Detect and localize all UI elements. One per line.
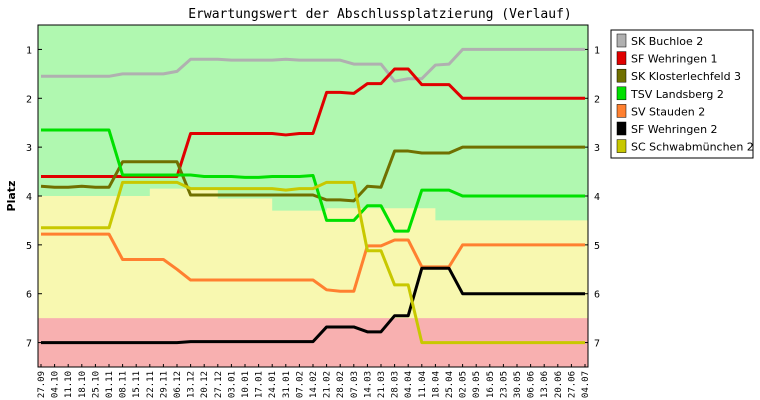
x-tick-label: 04.04 [404,371,414,398]
x-tick-label: 14.02 [309,371,319,398]
x-tick-label: 11.04 [418,371,428,398]
x-tick-label: 27.12 [214,371,224,398]
plot-area: 1 1 2 2 3 3 4 4 5 5 6 6 7 7 27.09 04.10 11.10 18.10 25.10 0… [26,24,600,398]
legend-swatch [616,51,627,65]
x-tick-label: 20.06 [554,371,564,398]
legend-label: SK Buchloe 2 [631,35,703,48]
legend-swatch [616,86,627,101]
x-tick-label: 21.03 [377,371,387,398]
y-tick-label-right: 1 [594,45,600,56]
x-tick-label: 30.05 [513,371,523,398]
legend-swatch [616,139,627,153]
legend-label: TSV Landsberg 2 [630,88,724,101]
x-tick-label: 25.04 [445,371,455,398]
x-tick-label: 02.05 [459,371,469,398]
x-tick-label: 27.09 [37,371,47,398]
x-tick-label: 23.05 [499,371,509,398]
x-tick-label: 20.12 [200,371,210,398]
x-tick-label: 24.01 [268,371,278,398]
legend-box [610,29,754,159]
series-line [41,266,585,345]
series-line [41,128,585,233]
y-tick-label: 3 [26,143,32,154]
legend-swatch [616,121,627,136]
x-tick-label: 10.01 [241,371,251,398]
series-line [40,145,585,203]
x-tick-label: 01.11 [105,371,115,398]
y-tick-label-right: 5 [594,241,600,252]
x-tick-label: 13.06 [540,371,550,398]
x-tick-label: 21.02 [323,371,333,398]
legend-label: SK Klosterlechfeld 3 [631,70,741,83]
chart-title: Erwartungswert der Abschlussplatzierung … [188,7,572,22]
legend-label: SV Stauden 2 [631,105,705,118]
x-tick-label: 13.12 [187,371,197,398]
y-tick-label-right: 4 [594,192,600,203]
x-tick-label: 25.10 [91,371,101,398]
legend-swatch [616,33,627,48]
x-tick-label: 28.03 [391,371,401,398]
legend-label: SF Wehringen 2 [631,123,718,136]
y-tick-label-right: 6 [594,290,600,301]
x-tick-label: 11.10 [64,371,74,398]
y-tick-label: 1 [26,45,32,56]
y-axis-label: Platz [5,181,18,212]
y-tick-label-right: 2 [594,94,600,105]
legend-swatch [616,68,627,83]
legend: SK Buchloe 2 SF Wehringen 1 SK Klosterlech… [610,29,754,159]
y-tick-label: 6 [26,290,32,301]
legend-swatch [616,104,627,118]
x-tick-label: 22.11 [146,371,156,398]
x-tick-label: 17.01 [255,371,265,398]
legend-label: SF Wehringen 1 [631,53,718,66]
x-tick-label: 08.11 [119,371,129,398]
x-tick-label: 09.05 [472,371,482,398]
legend-label: SC Schwabmünchen 2 [631,141,754,154]
x-tick-label: 28.02 [336,371,346,398]
series-line [41,232,585,293]
x-tick-label: 07.02 [295,371,305,398]
x-tick-label: 06.12 [173,371,183,398]
x-tick-label: 27.06 [567,371,577,398]
x-tick-label: 16.05 [486,371,496,398]
y-tick-label: 5 [26,241,32,252]
x-tick-label: 29.11 [159,371,169,398]
x-tick-label: 03.01 [227,371,237,398]
x-tick-label: 06.06 [527,371,537,398]
y-tick-label: 4 [26,192,32,203]
x-tick-label: 18.04 [431,371,441,398]
x-tick-label: 15.11 [132,371,142,398]
y-tick-label: 2 [26,94,32,105]
y-tick-label-right: 7 [594,339,600,350]
x-tick-label: 31.01 [282,371,292,398]
zone-promotion [38,25,588,221]
x-tick-label: 04.10 [51,371,61,398]
x-tick-label: 04.07 [581,371,591,398]
series-line [41,180,585,345]
x-tick-label: 07.03 [350,371,360,398]
x-tick-label: 14.03 [363,371,373,398]
y-tick-label: 7 [26,339,32,350]
y-tick-label-right: 3 [594,143,600,154]
x-tick-label: 18.10 [78,371,88,398]
series-line [41,47,585,83]
